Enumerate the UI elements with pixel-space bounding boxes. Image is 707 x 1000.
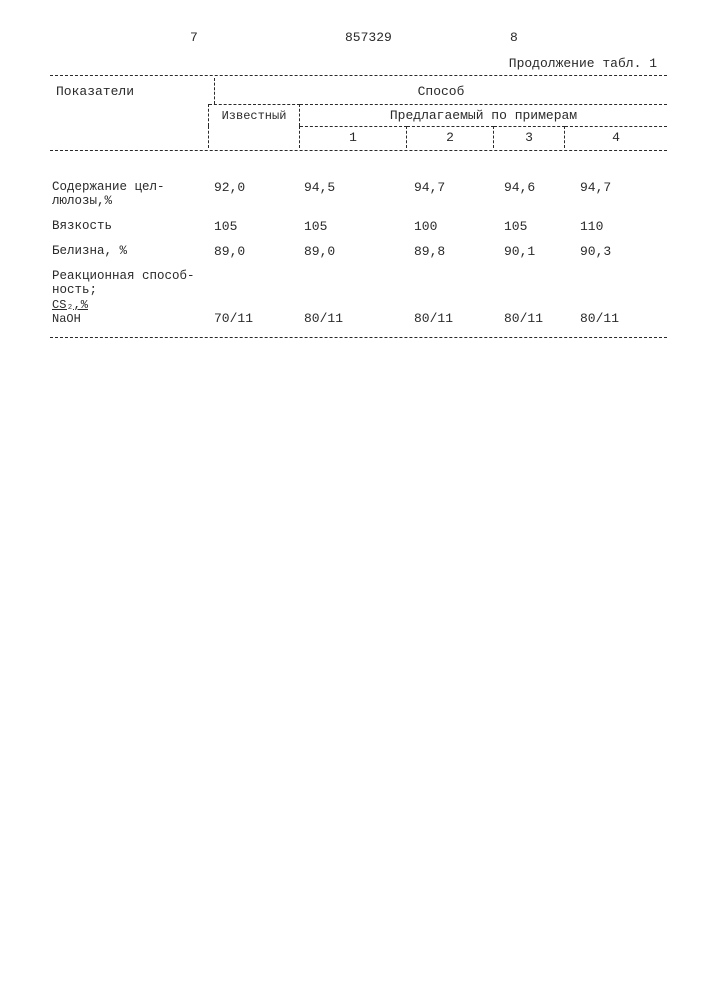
document-number: 857329 [345,30,392,45]
document-page: 7 857329 8 Продолжение табл. 1 Показател… [0,0,707,1000]
cell-known: 70/11 [212,264,302,332]
row-label: Содержание цел-люлозы,% [50,175,212,214]
cell-known: 105 [212,214,302,239]
header-known: Известный [209,104,300,126]
header-example-2: 2 [407,126,494,148]
cell-v3: 105 [502,214,578,239]
cell-v2: 89,8 [412,239,502,264]
row-label: Белизна, % [50,239,212,264]
table-row: Содержание цел-люлозы,% 92,0 94,5 94,7 9… [50,175,667,214]
header-method: Способ [215,84,667,99]
cell-v1: 89,0 [302,239,412,264]
table-row: Вязкость 105 105 100 105 110 [50,214,667,239]
cell-v3: 80/11 [502,264,578,332]
page-header-numbers: 7 857329 8 [50,30,667,50]
cell-v1: 105 [302,214,412,239]
header-indicator: Показатели [50,78,215,104]
cell-v3: 90,1 [502,239,578,264]
divider [50,75,667,76]
table-header-row-3: 1 2 3 4 [50,126,667,148]
cell-known: 89,0 [212,239,302,264]
header-example-3: 3 [494,126,565,148]
page-num-left: 7 [190,30,198,45]
row-label-sub2: NaOH [52,312,81,326]
header-proposed: Предлагаемый по примерам [300,104,667,126]
cell-v4: 80/11 [578,264,667,332]
cell-v2: 80/11 [412,264,502,332]
header-example-4: 4 [565,126,667,148]
table-row: Белизна, % 89,0 89,0 89,8 90,1 90,3 [50,239,667,264]
header-spacer [50,126,209,148]
table-header-row-2: Известный Предлагаемый по примерам [50,104,667,126]
divider [50,337,667,338]
page-num-right: 8 [510,30,518,45]
table-header-row-1: Показатели Способ [50,78,667,104]
header-known-spacer [209,126,300,148]
cell-v1: 80/11 [302,264,412,332]
data-table: Содержание цел-люлозы,% 92,0 94,5 94,7 9… [50,175,667,331]
cell-v4: 110 [578,214,667,239]
table-continuation-label: Продолжение табл. 1 [50,56,667,71]
cell-v4: 94,7 [578,175,667,214]
row-label-main: Реакционная способ-ность; [52,269,195,297]
cell-v2: 100 [412,214,502,239]
row-label: Реакционная способ-ность; CS₂,% NaOH [50,264,212,332]
cell-v3: 94,6 [502,175,578,214]
cell-v4: 90,3 [578,239,667,264]
row-label-sub1: CS₂,% [52,298,88,312]
row-label: Вязкость [50,214,212,239]
cell-known: 92,0 [212,175,302,214]
table-row: Реакционная способ-ность; CS₂,% NaOH 70/… [50,264,667,332]
header-example-1: 1 [300,126,407,148]
cell-v2: 94,7 [412,175,502,214]
cell-v1: 94,5 [302,175,412,214]
divider [50,150,667,151]
header-spacer [50,104,209,126]
